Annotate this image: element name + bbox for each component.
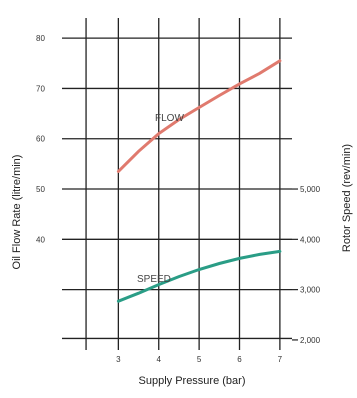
x-axis-title: Supply Pressure (bar) — [139, 375, 246, 387]
y-tick-label-right: 3,000 — [300, 286, 321, 295]
x-tick-label: 7 — [278, 355, 283, 364]
x-tick-label: 5 — [197, 355, 202, 364]
y-tick-label-left: 40 — [36, 235, 45, 244]
y-tick-label-right: 2,000 — [300, 336, 321, 345]
series-label-flow: FLOW — [155, 113, 184, 124]
tick-labels: 3 4 5 6 7 40 50 60 70 80 2,000 3,000 4,000 5,000 — [36, 34, 321, 364]
y-tick-label-right: 5,000 — [300, 185, 321, 194]
series-line-flow — [116, 59, 282, 173]
y-tick-label-left: 50 — [36, 185, 45, 194]
y-axis-title-right: Rotor Speed (rev/min) — [341, 144, 353, 252]
y-axis-title-left: Oil Flow Rate (litre/min) — [11, 155, 23, 270]
series-label-speed: SPEED — [137, 274, 171, 285]
y-tick-label-left: 80 — [36, 34, 45, 43]
y-tick-label-left: 70 — [36, 84, 45, 93]
y-tick-label-left: 60 — [36, 135, 45, 144]
series-line-speed — [116, 249, 282, 303]
grid — [62, 18, 292, 350]
y-tick-label-right: 4,000 — [300, 235, 321, 244]
x-tick-label: 4 — [157, 355, 162, 364]
series-lines — [116, 59, 282, 303]
x-tick-label: 6 — [237, 355, 242, 364]
x-tick-label: 3 — [116, 355, 121, 364]
